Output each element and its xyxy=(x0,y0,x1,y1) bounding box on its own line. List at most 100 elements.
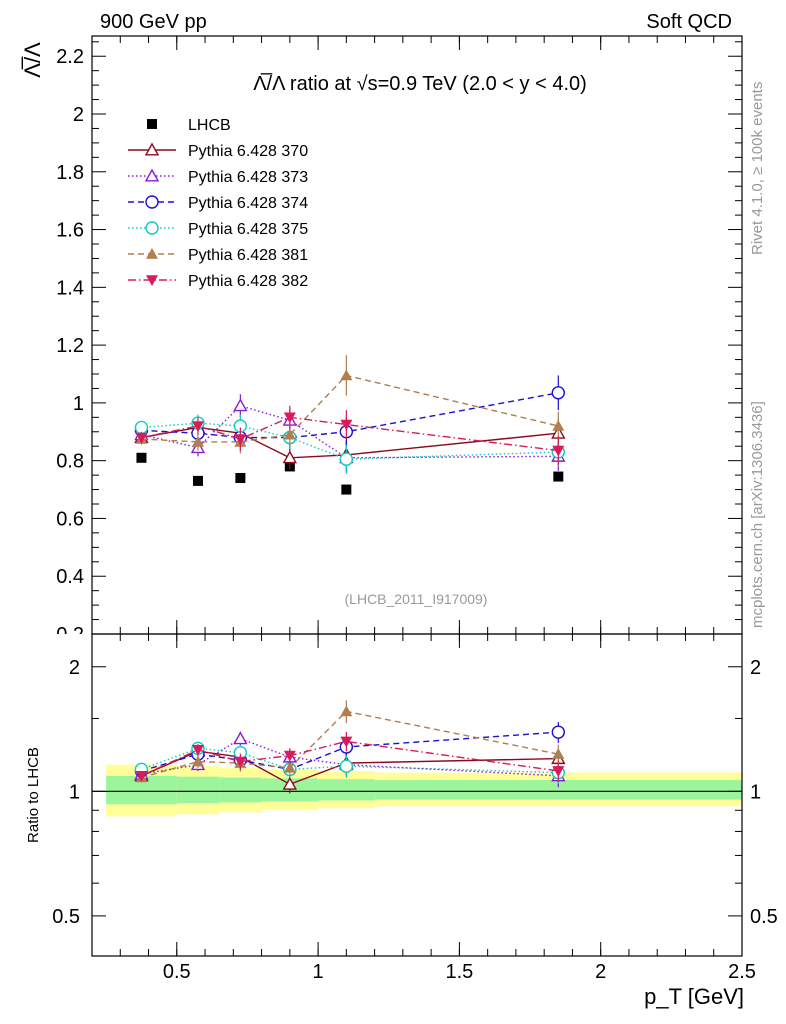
data-point xyxy=(282,450,298,464)
ratio-series-5 xyxy=(135,731,565,783)
main-y-tick-label: 0.4 xyxy=(56,566,84,588)
legend-entry: Pythia 6.428 382 xyxy=(128,273,308,290)
ratio-y-tick-label: 0.5 xyxy=(52,906,80,928)
ratio-y-tick-label: 1 xyxy=(69,781,80,803)
series-line xyxy=(141,422,559,460)
x-tick-label: 2.5 xyxy=(728,961,756,983)
band-green xyxy=(219,777,262,803)
ratio-series-line xyxy=(141,737,559,777)
ratio-data-point xyxy=(339,759,354,773)
legend-label: Pythia 6.428 370 xyxy=(188,143,308,160)
data-point xyxy=(192,475,203,486)
data-point xyxy=(234,434,247,445)
legend-entry: Pythia 6.428 381 xyxy=(128,247,308,264)
ratio-series-line xyxy=(141,747,559,774)
data-point xyxy=(340,419,353,431)
main-y-tick-label: 2.2 xyxy=(56,46,84,68)
x-tick-label: 1 xyxy=(313,961,324,983)
legend-marker xyxy=(145,195,159,209)
data-point xyxy=(191,435,204,447)
x-tick-label: 0.5 xyxy=(163,961,191,983)
legend-marker xyxy=(146,275,158,286)
legend-label: Pythia 6.428 373 xyxy=(188,169,308,186)
main-y-tick-label: 1.2 xyxy=(56,335,84,357)
data-point xyxy=(283,428,296,440)
x-tick-label: 1.5 xyxy=(445,961,473,983)
y-axis-label-main: Λ̅/Λ xyxy=(20,42,45,78)
data-point xyxy=(552,445,565,457)
main-y-tick-label: 0.8 xyxy=(56,451,84,473)
ratio-data-point xyxy=(234,756,247,768)
ratio-data-point xyxy=(191,755,204,767)
analysis-tag: (LHCB_2011_I917009) xyxy=(345,591,488,607)
y-axis-label-ratio: Ratio to LHCB xyxy=(25,747,42,843)
band-green xyxy=(374,780,742,800)
x-axis-label: p_T [GeV] xyxy=(644,984,744,1009)
ratio-y-tick-label-right: 0.5 xyxy=(750,906,778,928)
legend-entry: Pythia 6.428 370 xyxy=(128,142,308,160)
legend-marker xyxy=(144,168,160,182)
legend-label: Pythia 6.428 375 xyxy=(188,221,308,238)
data-point xyxy=(135,432,148,444)
main-y-tick-label: 0.2 xyxy=(56,624,84,646)
ratio-data-point xyxy=(135,771,148,782)
data-point xyxy=(191,421,204,432)
main-y-tick-label: 1.6 xyxy=(56,220,84,242)
legend-marker xyxy=(145,221,159,235)
header-left: 900 GeV pp xyxy=(100,11,207,33)
series-line xyxy=(141,374,559,443)
ratio-data-point xyxy=(340,705,353,717)
ratio-data-point xyxy=(283,750,296,762)
ratio-data-point xyxy=(233,731,248,745)
band-green xyxy=(318,779,375,801)
series-6 xyxy=(135,405,565,465)
legend-entry: Pythia 6.428 374 xyxy=(128,195,308,212)
ratio-data-point xyxy=(283,761,296,773)
ratio-series-line xyxy=(141,710,559,779)
main-y-tick-label: 1 xyxy=(73,393,84,415)
legend-label: Pythia 6.428 374 xyxy=(188,195,308,212)
band-green xyxy=(176,776,220,804)
header-right: Soft QCD xyxy=(646,11,732,33)
chart-title: Λ̅/Λ ratio at √s=0.9 TeV (2.0 < y < 4.0) xyxy=(253,72,587,95)
data-point xyxy=(341,484,352,495)
ratio-data-point xyxy=(552,748,565,759)
legend-marker xyxy=(144,142,160,156)
data-point xyxy=(339,452,354,466)
data-point xyxy=(551,386,566,400)
legend-label: Pythia 6.428 381 xyxy=(188,247,308,264)
series-line xyxy=(141,426,559,459)
legend-marker xyxy=(146,248,158,259)
legend-entry: Pythia 6.428 375 xyxy=(128,221,308,238)
ratio-y-tick-label: 2 xyxy=(69,657,80,679)
main-y-tick-label: 2 xyxy=(73,104,84,126)
series-line xyxy=(141,392,559,439)
ratio-data-point xyxy=(282,776,298,790)
series-line xyxy=(141,404,559,459)
side-text-mcplots: mcplots.cern.ch [arXiv:1306.3436] xyxy=(749,401,766,628)
legend-entry: Pythia 6.428 373 xyxy=(128,168,308,186)
ratio-series-line xyxy=(141,740,559,777)
x-tick-label: 2 xyxy=(595,961,606,983)
data-point xyxy=(553,471,564,482)
main-y-tick-label: 1.4 xyxy=(56,277,84,299)
ratio-plot-frame xyxy=(91,633,743,957)
data-point xyxy=(136,452,147,463)
data-point xyxy=(233,398,248,412)
series-line xyxy=(141,416,559,452)
data-point xyxy=(235,473,246,483)
main-y-tick-label: 0.6 xyxy=(56,508,84,530)
data-point xyxy=(134,420,149,435)
ratio-y-tick-label-right: 1 xyxy=(750,781,761,803)
main-y-tick-label: 1.8 xyxy=(56,162,84,184)
ratio-data-point xyxy=(191,744,204,756)
ratio-y-tick-label-right: 2 xyxy=(750,657,761,679)
legend-label: Pythia 6.428 382 xyxy=(188,273,308,290)
ratio-data-point xyxy=(340,736,353,748)
ratio-series-line xyxy=(141,750,559,786)
data-point xyxy=(340,369,353,381)
data-point xyxy=(283,412,296,424)
ratio-data-point xyxy=(551,725,566,739)
data-point xyxy=(552,420,565,431)
